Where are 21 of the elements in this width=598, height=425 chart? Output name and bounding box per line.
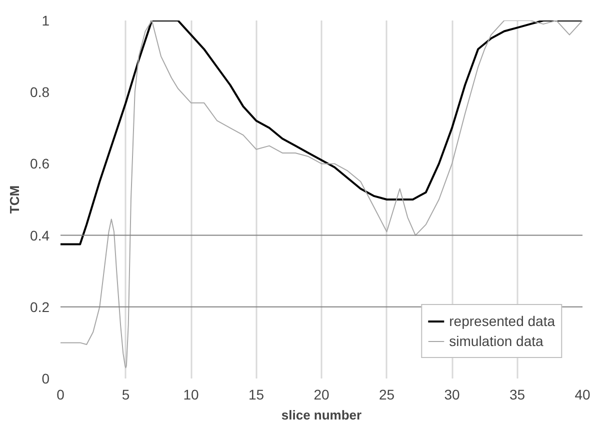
- y-tick-label: 0.2: [30, 298, 50, 315]
- legend-label: represented data: [449, 313, 555, 329]
- x-tick-label: 25: [378, 386, 395, 402]
- y-tick-label: 0: [42, 370, 50, 386]
- x-tick-label: 35: [509, 386, 526, 402]
- x-tick-label: 20: [314, 386, 330, 402]
- legend-label: simulation data: [449, 333, 544, 349]
- x-tick-label: 10: [183, 386, 199, 402]
- y-axis-title: TCM: [7, 185, 22, 214]
- x-axis-title: slice number: [281, 408, 362, 422]
- y-tick-label: 1: [42, 12, 50, 28]
- y-tick-label: 0.4: [30, 227, 50, 244]
- line-series: [60, 20, 582, 246]
- x-tick-label: 0: [56, 386, 65, 402]
- y-tick-label: 0.6: [30, 156, 50, 172]
- x-tick-label: 30: [444, 386, 460, 402]
- x-tick-label: 15: [248, 386, 264, 402]
- x-tick-label: 5: [122, 386, 130, 402]
- line-series: [60, 20, 582, 368]
- y-tick-label: 0.8: [30, 84, 50, 100]
- x-tick-label: 40: [574, 386, 590, 402]
